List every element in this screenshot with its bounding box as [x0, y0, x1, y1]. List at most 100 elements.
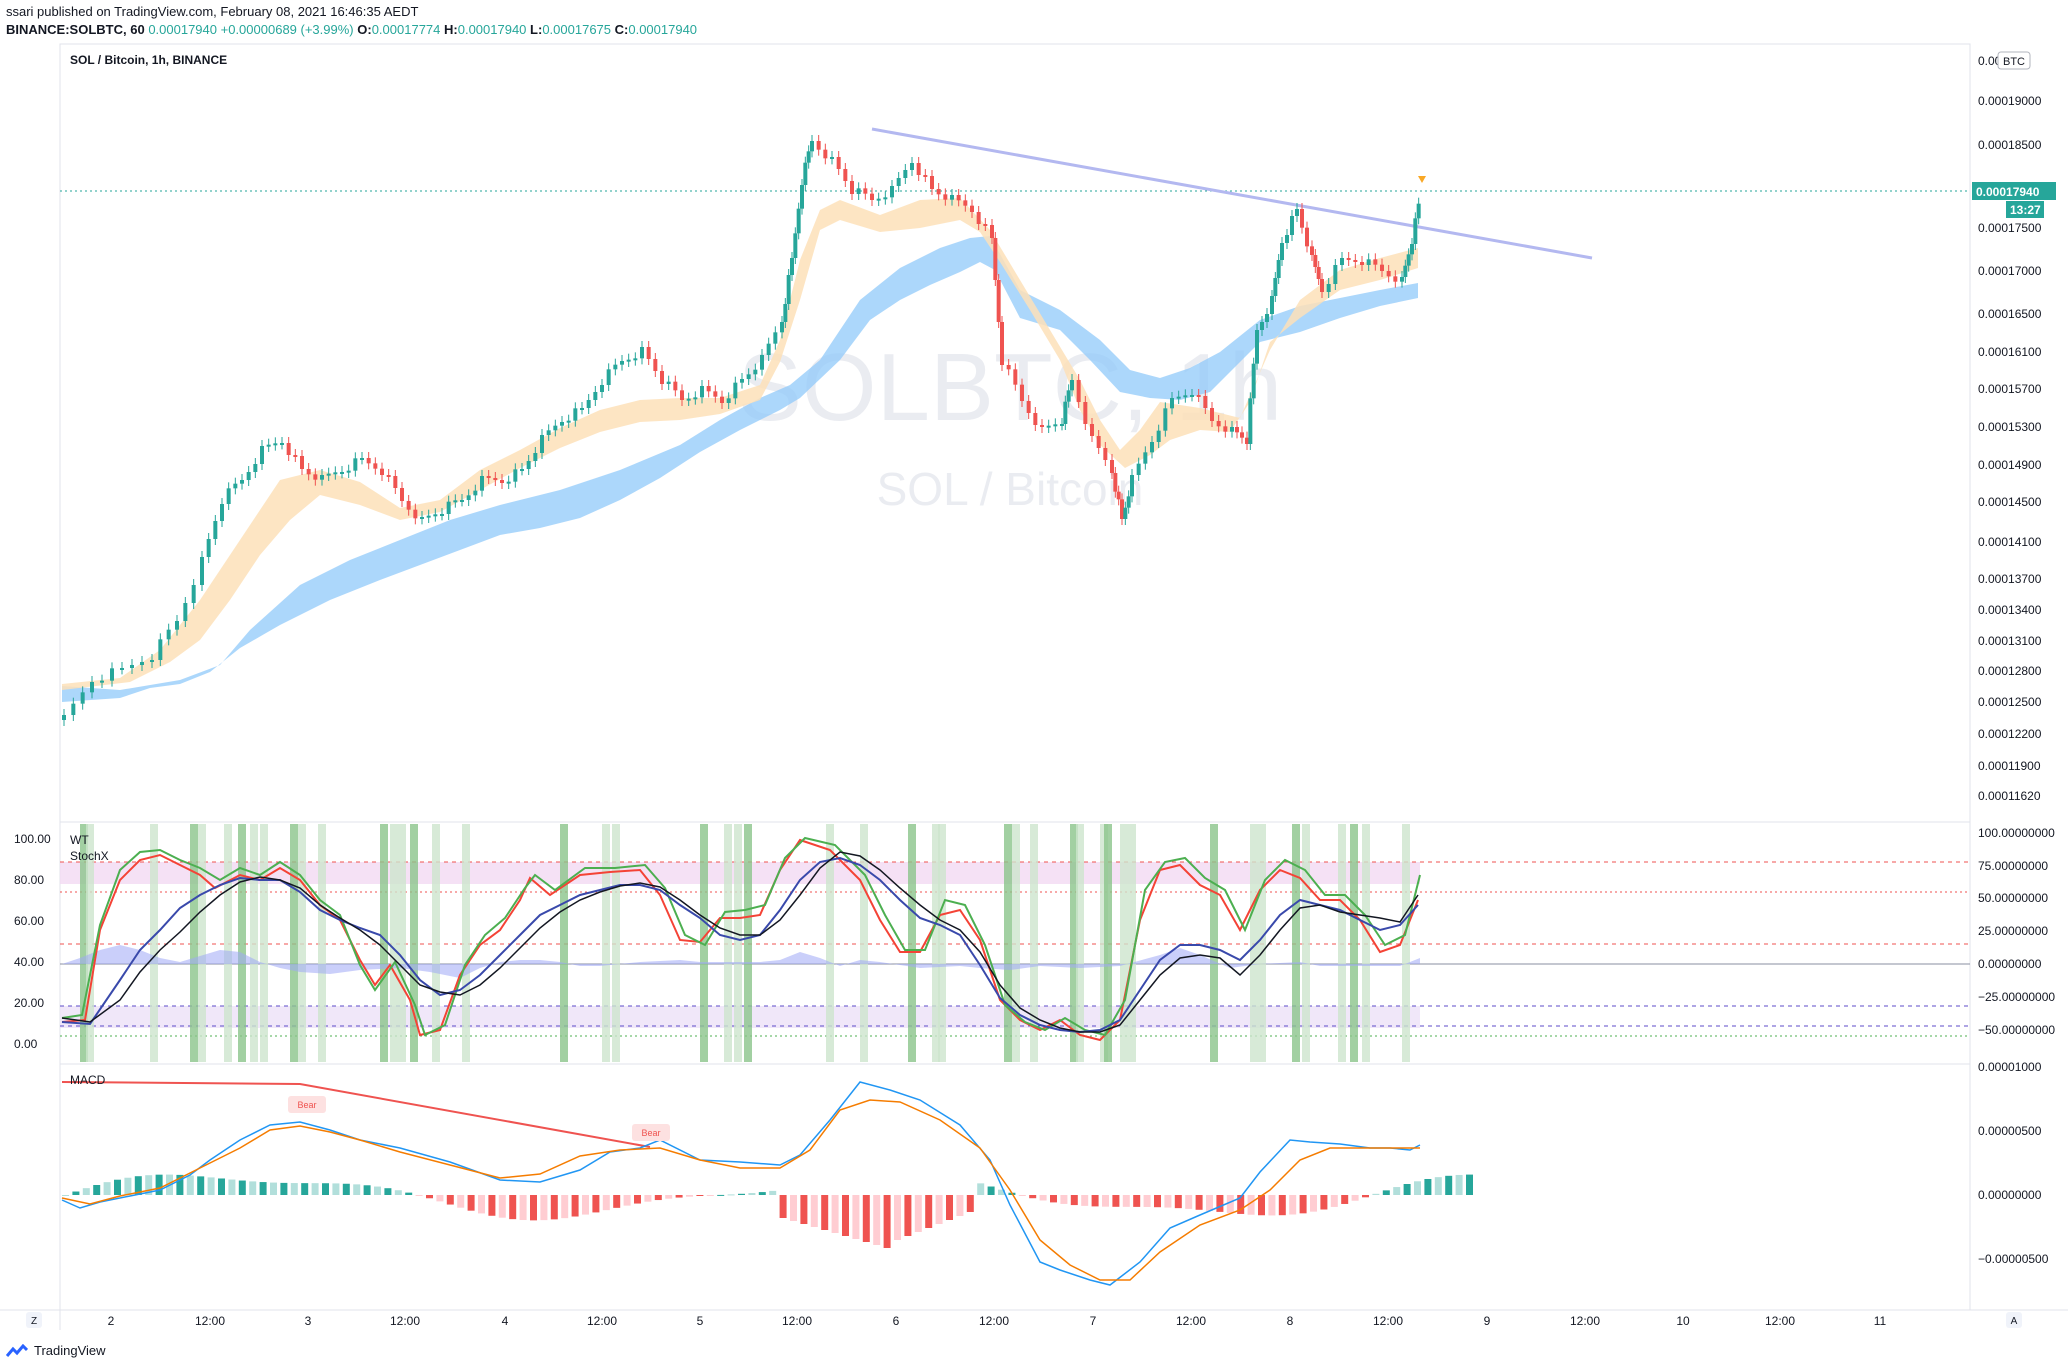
macd-histogram-bar: [1039, 1195, 1047, 1201]
macd-histogram-bar: [998, 1189, 1005, 1195]
candle-body: [950, 195, 954, 200]
macd-histogram-bar: [405, 1192, 413, 1195]
time-axis[interactable]: 2 12:00 3 12:00 4 12:00 5 12:00 6 12:00 7 12:00 8 12:…: [108, 1314, 1887, 1328]
candle-body: [386, 475, 391, 477]
macd-histogram-bar: [1310, 1195, 1317, 1212]
candle-body: [266, 444, 271, 447]
candle-body: [306, 469, 311, 475]
candle-body: [1113, 473, 1118, 492]
candle-body: [970, 205, 974, 212]
wt-signal-bar: [250, 824, 258, 1062]
candle-body: [520, 469, 524, 471]
macd-histogram-bar: [779, 1195, 787, 1218]
macd-histogram-bar: [842, 1195, 849, 1236]
candle-body: [780, 322, 784, 333]
candle-body: [90, 682, 94, 693]
macd-histogram-bar: [602, 1195, 610, 1211]
macd-right-tick: −0.00000500: [1978, 1252, 2049, 1266]
macd-histogram-bar: [623, 1195, 631, 1206]
candle-body: [693, 397, 698, 400]
candle-body: [1210, 408, 1214, 421]
wt-signal-bar: [1210, 824, 1218, 1062]
resistance-trendline[interactable]: [871, 127, 1593, 260]
candle-body: [1136, 463, 1141, 475]
candle-body: [1040, 425, 1044, 427]
candle-body: [1413, 218, 1418, 244]
candle-body: [62, 715, 66, 720]
candle-body: [553, 425, 558, 431]
candle-body: [393, 476, 398, 488]
macd-histogram-bar: [675, 1195, 683, 1198]
macd-histogram-bar: [488, 1195, 496, 1216]
macd-histogram-bar: [935, 1195, 943, 1224]
candle-body: [206, 539, 211, 557]
macd-histogram-bar: [1455, 1174, 1463, 1195]
candle-body: [1216, 421, 1221, 427]
candle-body: [293, 455, 298, 457]
wt-signal-bar: [1104, 824, 1112, 1062]
bear-badge-1: [288, 1096, 326, 1113]
candle-body: [380, 468, 384, 475]
candle-body: [453, 500, 458, 503]
candle-body: [286, 443, 291, 455]
candle-body: [233, 483, 238, 489]
macd-histogram-bar: [1299, 1195, 1307, 1214]
macd-histogram-bar: [1133, 1195, 1141, 1207]
macd-histogram-bar: [124, 1177, 132, 1195]
candle-body: [1273, 278, 1278, 296]
price-tick: 0.00014900: [1978, 458, 2042, 472]
ohlc-bar: BINANCE:SOLBTC, 60 0.00017940 +0.0000068…: [6, 22, 697, 37]
candle-body: [1366, 259, 1371, 265]
wt-right-tick: 100.00000000: [1978, 826, 2055, 840]
auto-scale-button[interactable]: [2006, 1312, 2022, 1328]
timezone-button[interactable]: [26, 1312, 42, 1328]
macd-histogram-bar: [155, 1174, 163, 1195]
wt-left-tick: 60.00: [14, 914, 44, 928]
candle-body: [1251, 363, 1256, 399]
candle-body: [760, 355, 764, 370]
candle-body: [870, 193, 874, 200]
candle-body: [580, 408, 584, 410]
candle-body: [500, 480, 504, 483]
candle-body: [300, 456, 304, 469]
candle-body: [1295, 209, 1299, 216]
candle-body: [816, 141, 821, 150]
wt-signal-bar: [1350, 824, 1358, 1062]
wt-signal-bar: [224, 824, 232, 1062]
macd-histogram-bar: [1445, 1175, 1453, 1195]
macd-right-axis[interactable]: 0.00001000 0.00000500 0.00000000 −0.0000050…: [1978, 1060, 2049, 1266]
macd-histogram-bar: [904, 1195, 912, 1236]
price-axis[interactable]: 0.00019000 0.00018500 0.00017500 0.00017000…: [1978, 94, 2042, 803]
candle-body: [706, 386, 711, 392]
chart-canvas[interactable]: SOLBTC, 1h SOL / Bitcoin SOL / Bitcoin, …: [0, 40, 2068, 1350]
wt-signal-bar: [744, 824, 752, 1062]
macd-histogram-bar: [519, 1195, 527, 1221]
candle-body: [786, 275, 791, 304]
wt-right-axis[interactable]: 100.00000000 75.00000000 50.00000000 25.000…: [1978, 826, 2055, 1037]
time-tick: 6: [893, 1314, 900, 1328]
macd-histogram-bar: [394, 1190, 402, 1195]
candle-body: [120, 668, 124, 670]
macd-histogram-bar: [613, 1195, 621, 1208]
wt-signal-bar: [290, 824, 298, 1062]
candle-body: [1270, 296, 1274, 314]
wt-signal-bar: [398, 824, 406, 1062]
wt-signal-bar: [1302, 824, 1310, 1062]
tradingview-brand[interactable]: TradingView: [6, 1343, 106, 1358]
wt-signal-bar: [380, 824, 388, 1062]
candle-body: [1203, 396, 1208, 408]
macd-histogram-bar: [1112, 1195, 1120, 1207]
time-tick: 2: [108, 1314, 115, 1328]
candle-body: [733, 382, 738, 399]
macd-histogram-bar: [1320, 1195, 1328, 1210]
candle-body: [440, 514, 444, 516]
currency-badge[interactable]: [1997, 51, 2031, 70]
macd-histogram-bar: [353, 1184, 361, 1195]
candle-body: [446, 501, 451, 514]
macd-histogram-bar: [301, 1183, 309, 1195]
price-tick: 0.00013100: [1978, 634, 2042, 648]
macd-histogram-bar: [1070, 1195, 1078, 1206]
candle-body: [793, 233, 798, 258]
macd-histogram-bar: [1060, 1195, 1068, 1204]
time-tick: 12:00: [1176, 1314, 1206, 1328]
